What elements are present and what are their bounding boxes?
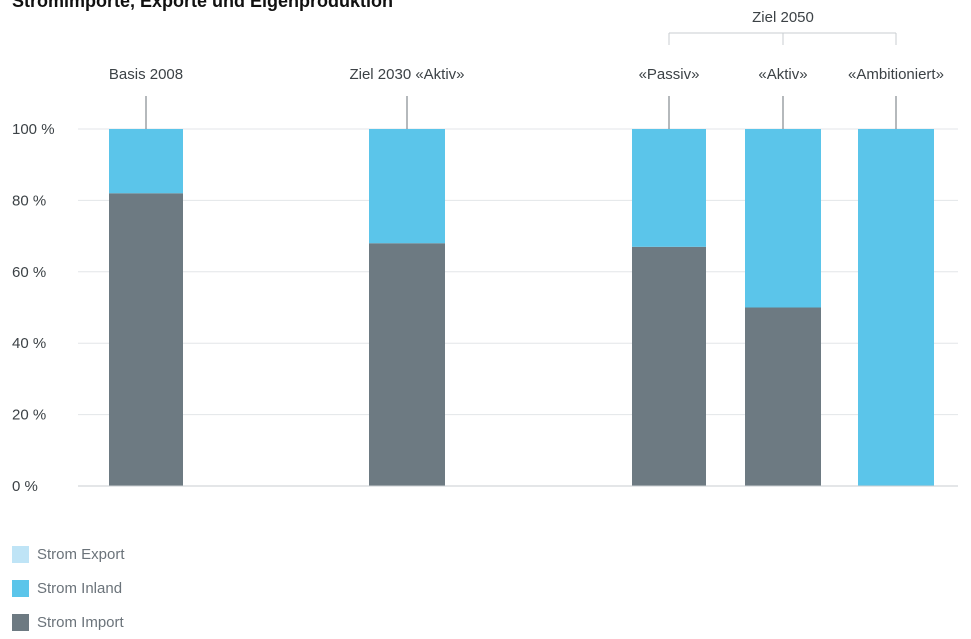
category-label: Basis 2008 — [109, 66, 183, 83]
bar-segment — [632, 246, 706, 486]
y-tick-label: 60 % — [12, 264, 46, 281]
legend-label-export: Strom Export — [37, 545, 125, 563]
legend-item-inland: Strom Inland — [12, 571, 125, 605]
category-label: Ziel 2030 «Aktiv» — [349, 66, 464, 83]
legend-swatch-inland — [12, 579, 29, 597]
category-label: «Passiv» — [639, 66, 700, 83]
legend-label-inland: Strom Inland — [37, 579, 123, 597]
chart-canvas: 0 % 20 % 40 % 60 % 80 % 100 % Basis 2008 Ziel 2… — [12, 9, 958, 495]
y-tick-label: 80 % — [12, 192, 46, 209]
group-label: Ziel 2050 — [752, 9, 814, 26]
legend-swatch-import — [12, 613, 29, 631]
bar-segment — [369, 243, 445, 486]
y-tick-label: 40 % — [12, 335, 46, 352]
legend-item-export: Strom Export — [12, 537, 125, 571]
bar-segment — [632, 129, 706, 247]
category-label: «Aktiv» — [758, 66, 807, 83]
legend-item-import: Strom Import — [12, 605, 125, 639]
bar-segment — [858, 129, 934, 486]
bar-segment — [369, 129, 445, 244]
chart-title: Stromimporte, Exporte und Eigenproduktio… — [12, 0, 394, 11]
legend: Strom Export Strom Inland Strom Import — [12, 537, 125, 639]
legend-label-import: Strom Import — [37, 613, 124, 631]
legend-swatch-export — [12, 545, 29, 563]
y-tick-label: 20 % — [12, 407, 46, 424]
category-label: «Ambitioniert» — [848, 66, 944, 83]
bar-segment — [109, 193, 183, 486]
bar-segment — [109, 129, 183, 194]
y-tick-label: 100 % — [12, 121, 55, 138]
bar-segment — [745, 307, 821, 486]
bar-segment — [745, 129, 821, 308]
y-tick-label: 0 % — [12, 478, 38, 495]
